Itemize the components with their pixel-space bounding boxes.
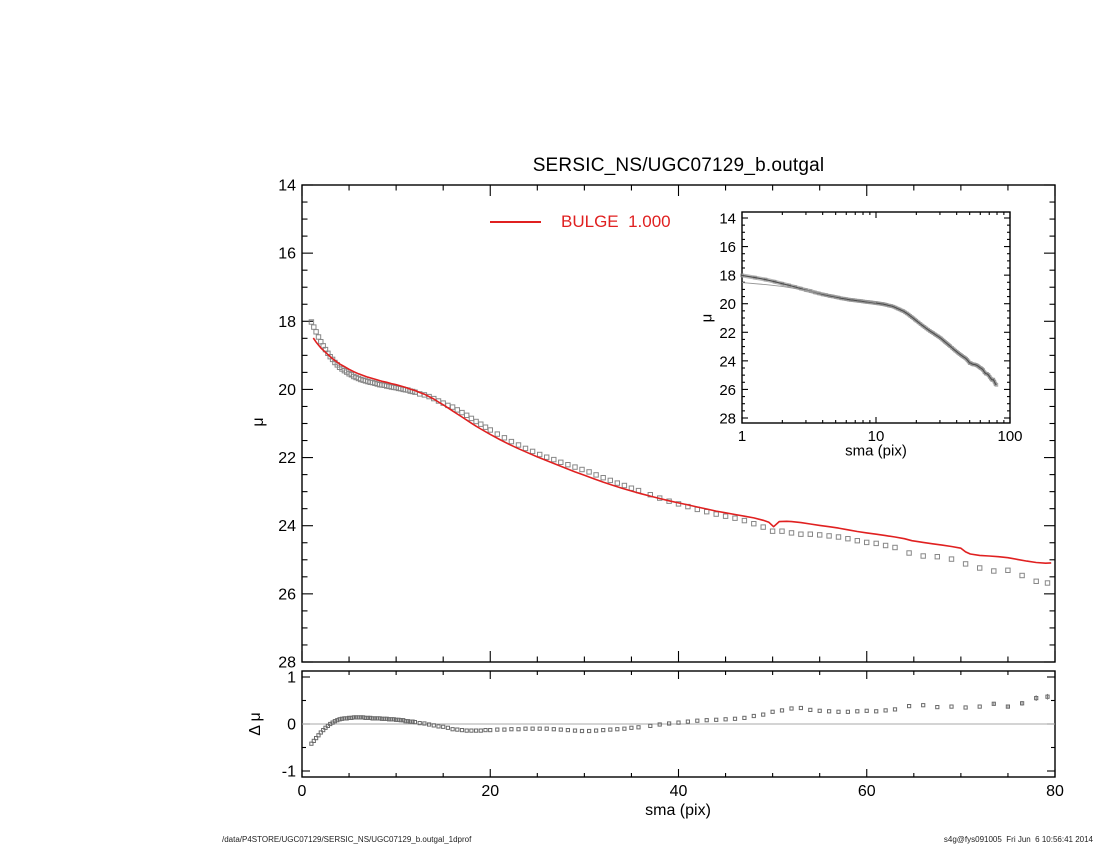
profile-band-band [741,273,998,387]
main-y-tick-label: 24 [278,518,296,535]
observed-profile [308,319,1051,586]
profile-band-mean [741,274,997,386]
res-y-tick-label: -1 [282,764,296,781]
inset-x-tick-label: 10 [868,428,885,445]
inset-y-tick-label: 16 [719,239,736,256]
main-y-tick-label: 18 [278,314,296,331]
res-x-tick-label: 20 [481,783,499,800]
residual-y-axis-label: Δ μ [247,712,264,736]
main-y-axis-label: μ [250,417,267,427]
res-x-tick-label: 40 [670,783,688,800]
inset-y-tick-label: 14 [719,211,736,228]
main-plot: 14 16 18 20 22 24 26 28 [278,178,1056,672]
residual-errorbars [993,693,1048,709]
residuals [309,694,1050,746]
inset-x-tick-label: 100 [997,428,1022,445]
bulge-model [312,337,1052,565]
inset-y-tick-label: 26 [719,382,736,399]
inset-y-tick-label: 28 [719,411,736,428]
inset-frame [741,211,1011,424]
inset-y-tick-label: 22 [719,325,736,342]
profile-band-markers [740,273,999,387]
res-x-tick-label: 80 [1046,783,1064,800]
legend-line-swatch [490,221,541,223]
main-y-tick-label: 16 [278,246,296,263]
inset-y-axis-label: μ [698,313,716,323]
inset-x-tick-label: 1 [738,428,746,445]
plot-title: SERSIC_NS/UGC07129_b.outgal [532,155,825,176]
lower-envelope [741,282,877,304]
shared-x-axis-label: sma (pix) [645,802,711,819]
inset-y-tick-label: 24 [719,353,736,370]
legend-label: BULGE 1.000 [561,212,671,231]
inset-plot: 1 10 100 14 16 18 20 22 24 26 28 [719,211,1022,446]
main-y-tick-label: 26 [278,586,296,603]
res-y-tick-label: 1 [287,670,296,687]
res-y-tick-label: 0 [287,717,296,734]
main-y-tick-label: 20 [278,382,296,399]
res-plot: 0 20 40 60 80-101 [282,670,1064,801]
footer-user-timestamp-label: s4g@fys091005 Fri Jun 6 10:56:41 2014 [943,835,1093,844]
main-y-tick-label: 28 [278,655,296,672]
main-y-tick-label: 22 [278,450,296,467]
res-x-tick-label: 0 [298,783,307,800]
main-y-tick-label: 14 [278,178,296,195]
footer-path-label: /data/P4STORE/UGC07129/SERSIC_NS/UGC0712… [222,835,472,844]
res-x-tick-label: 60 [858,783,876,800]
inset-x-axis-label: sma (pix) [845,442,907,460]
inset-y-tick-label: 18 [719,268,736,285]
inset-y-tick-label: 20 [719,296,736,313]
